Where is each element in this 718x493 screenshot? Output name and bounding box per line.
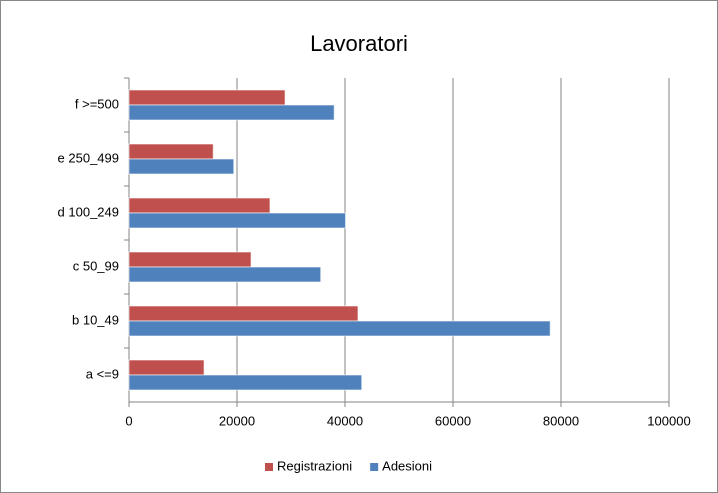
x-tick-label: 60000 [435, 413, 471, 428]
bar [128, 374, 363, 391]
x-tick-label: 40000 [327, 413, 363, 428]
y-tick-label: e 250_499 [58, 150, 119, 165]
bar [128, 251, 252, 268]
y-tick-label: b 10_49 [72, 312, 119, 327]
legend-label: Registrazioni [277, 458, 352, 473]
x-tick-label: 20000 [219, 413, 255, 428]
y-tick-label: f >=500 [75, 96, 119, 111]
x-tick-label: 0 [125, 413, 132, 428]
bar [128, 320, 551, 337]
bar [128, 212, 347, 229]
bar [128, 305, 359, 322]
y-tick-label: d 100_249 [58, 204, 119, 219]
bar [128, 197, 271, 214]
chart-title: Lavoratori [310, 31, 408, 56]
legend-swatch [370, 463, 379, 471]
legend-label: Adesioni [382, 458, 432, 473]
x-tick-label: 100000 [647, 413, 690, 428]
y-tick-label: c 50_99 [73, 258, 119, 273]
bar [128, 104, 335, 121]
bar [128, 158, 235, 175]
x-tick-label: 80000 [543, 413, 579, 428]
bar [128, 89, 286, 106]
y-tick-label: a <=9 [86, 366, 119, 381]
bar [128, 266, 322, 283]
bar [128, 143, 214, 160]
legend-swatch [265, 463, 273, 471]
bar [128, 359, 205, 376]
